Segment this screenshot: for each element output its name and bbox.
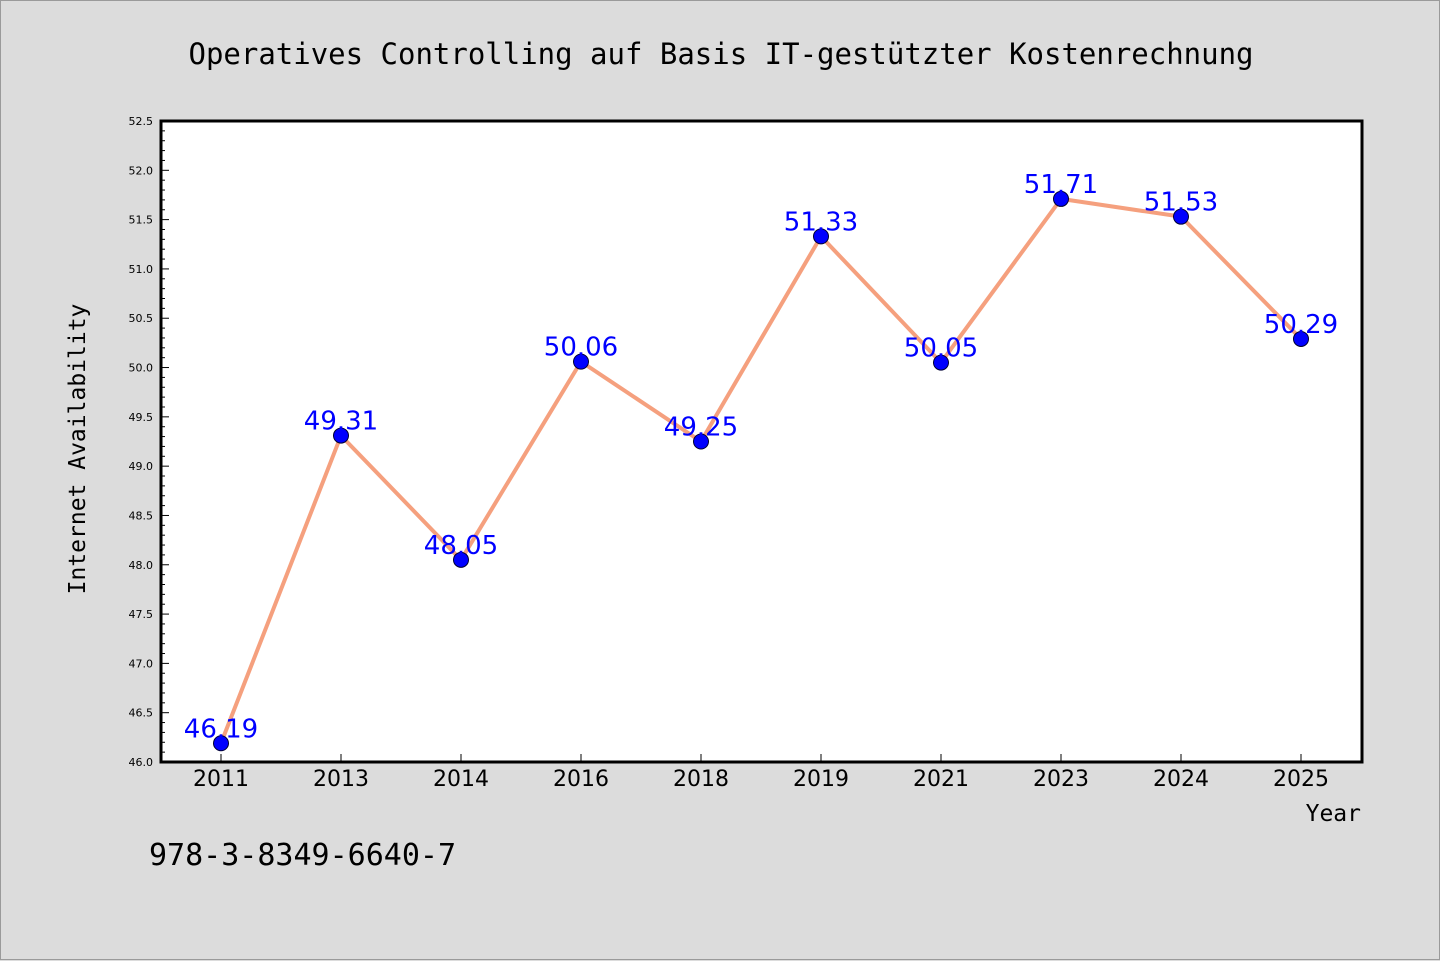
y-tick-label: 50.0	[129, 362, 154, 375]
y-axis-label: Internet Availability	[65, 304, 91, 595]
y-tick-label: 47.0	[129, 657, 154, 670]
data-point	[453, 551, 469, 568]
data-label: 51.71	[1024, 170, 1098, 200]
isbn-text: 978-3-8349-6640-7	[149, 838, 456, 873]
data-point	[213, 735, 229, 752]
series-line-group	[213, 190, 1309, 752]
data-point	[573, 353, 589, 370]
x-tick-label: 2013	[313, 767, 369, 792]
x-tick-label: 2014	[433, 767, 489, 792]
y-tick-label: 51.5	[129, 214, 154, 227]
data-label: 48.05	[424, 531, 498, 561]
data-point	[1293, 330, 1309, 347]
data-label: 51.33	[784, 207, 858, 237]
x-tick-label: 2016	[553, 767, 609, 792]
y-tick-label: 52.0	[129, 164, 154, 177]
x-tick-label: 2021	[913, 767, 969, 792]
x-tick-label: 2024	[1153, 767, 1209, 792]
data-label: 49.31	[304, 407, 378, 437]
data-labels: 46.19 49.31 48.05 50.06 49.25 51.33 50.05 51.71…	[184, 170, 1338, 744]
y-tick-label: 46.5	[129, 707, 154, 720]
y-tick-label: 49.5	[129, 411, 154, 424]
x-tick-label: 2019	[793, 767, 849, 792]
x-tick-label: 2025	[1273, 767, 1329, 792]
data-point	[333, 427, 349, 444]
x-axis-label: Year	[1306, 801, 1361, 827]
y-tick-label: 52.5	[129, 115, 154, 128]
x-tick-label: 2023	[1033, 767, 1089, 792]
plot-area	[159, 119, 1364, 764]
data-label: 46.19	[184, 714, 258, 744]
data-point	[1173, 208, 1189, 225]
data-point	[933, 354, 949, 371]
y-tick-label: 49.0	[129, 460, 154, 473]
data-label: 50.29	[1264, 310, 1338, 340]
x-axis: 2011 2013 2014 2016 2018 2019 2021 2023 2024 2025	[193, 754, 1329, 792]
y-tick-label: 48.5	[129, 509, 154, 522]
y-tick-label: 48.0	[129, 559, 154, 572]
y-tick-label: 46.0	[129, 756, 154, 769]
data-label: 50.05	[904, 334, 978, 364]
data-point	[1053, 190, 1069, 207]
data-point	[813, 228, 829, 245]
y-tick-label: 47.5	[129, 608, 154, 621]
chart-title: Operatives Controlling auf Basis IT-gest…	[188, 37, 1253, 71]
data-label: 51.53	[1144, 188, 1218, 218]
x-tick-label: 2011	[193, 767, 249, 792]
data-label: 50.06	[544, 333, 618, 363]
y-tick-label: 50.5	[129, 312, 154, 325]
y-axis: 46.0 46.5 47.0 47.5 48.0 48.5 49.0 49.5 50.0 50.5…	[129, 115, 169, 769]
data-point	[693, 433, 709, 450]
series-line	[219, 196, 1303, 744]
x-tick-label: 2018	[673, 767, 729, 792]
data-label: 49.25	[664, 413, 738, 443]
y-tick-label: 51.0	[129, 263, 154, 276]
